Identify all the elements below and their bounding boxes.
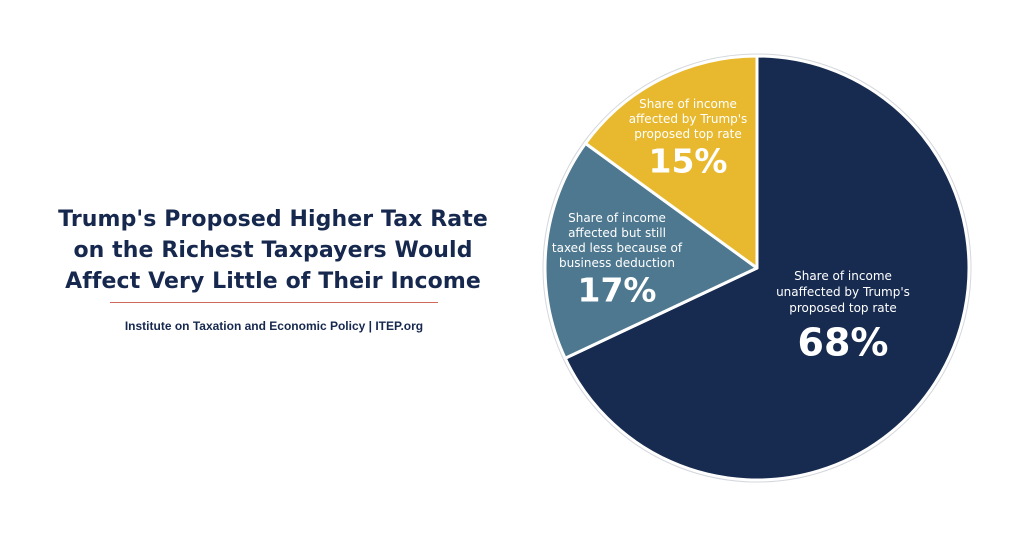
slice-label-affected-deduction-line-2: affected but still — [568, 226, 666, 240]
slice-label-affected-deduction-line-1: Share of income — [568, 211, 666, 225]
slice-label-unaffected-line-1: Share of income — [794, 269, 892, 283]
chart-title-line-1: Trump's Proposed Higher Tax Rate — [58, 207, 488, 232]
slice-label-group-unaffected: Share of income unaffected by Trump's prop… — [776, 269, 910, 365]
slice-value-affected-top-rate: 15% — [649, 142, 728, 181]
slice-label-affected-top-rate-line-2: affected by Trump's — [629, 112, 748, 126]
pie-slice-unaffected — [563, 54, 971, 482]
slice-value-affected-deduction: 17% — [578, 271, 657, 310]
source-credit: Institute on Taxation and Economic Polic… — [124, 319, 424, 333]
slice-label-unaffected-line-2: unaffected by Trump's — [776, 285, 910, 299]
title-divider — [110, 302, 438, 303]
chart-title-line-2: on the Richest Taxpayers Would — [73, 238, 473, 263]
pie-slice-affected-deduction — [543, 141, 759, 360]
slice-label-unaffected-line-3: proposed top rate — [789, 301, 897, 315]
slice-label-affected-top-rate-line-3: proposed top rate — [634, 127, 742, 141]
slice-label-affected-top-rate-line-1: Share of income — [639, 97, 737, 111]
slice-label-affected-deduction-line-3: taxed less because of — [552, 241, 683, 255]
chart-title-line-3: Affect Very Little of Their Income — [65, 269, 481, 294]
pie-slice-affected-top-rate — [583, 54, 759, 270]
slice-label-affected-deduction-line-4: business deduction — [559, 256, 675, 270]
chart-title: Trump's Proposed Higher Tax Rate on the … — [28, 204, 518, 297]
slice-value-unaffected: 68% — [798, 321, 889, 365]
